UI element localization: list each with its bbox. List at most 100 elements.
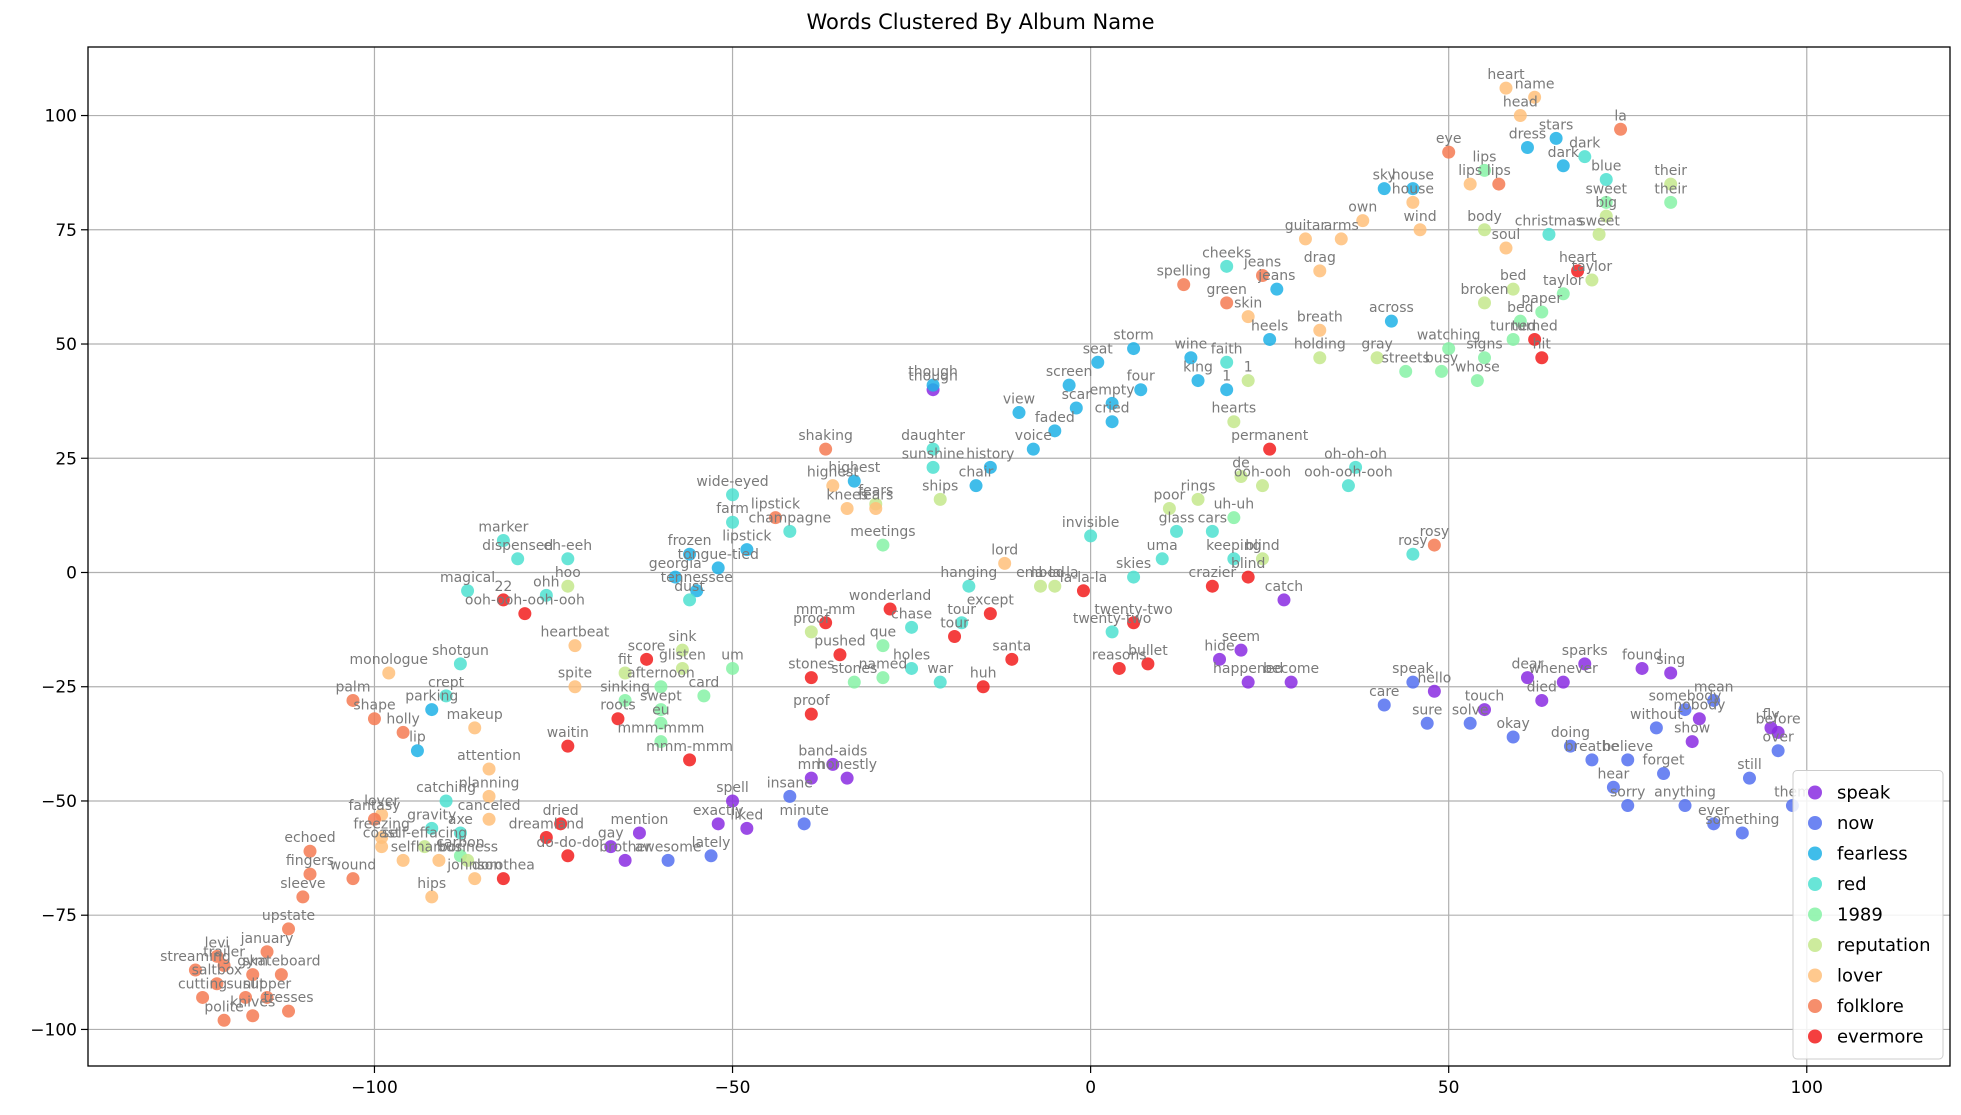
point-label: cars	[1198, 510, 1227, 526]
data-point	[1205, 524, 1219, 538]
data-point	[1685, 735, 1699, 749]
data-point	[711, 817, 725, 831]
legend-label: 1989	[1837, 905, 1883, 926]
data-point	[1234, 470, 1248, 484]
point-label: war	[927, 661, 953, 677]
point-label: wonderland	[849, 588, 931, 604]
point-label: card	[689, 675, 720, 691]
point-label: daughter	[901, 428, 965, 444]
data-point	[1764, 721, 1778, 735]
point-label: sparks	[1562, 643, 1608, 659]
data-point	[1191, 374, 1205, 388]
data-point	[561, 739, 575, 753]
data-point	[1520, 141, 1534, 155]
data-point	[819, 442, 833, 456]
point-label: blind	[1245, 538, 1279, 554]
point-label: meetings	[850, 524, 915, 540]
point-label: sorry	[1610, 785, 1645, 801]
data-point	[1742, 771, 1756, 785]
point-label: watching	[1417, 328, 1481, 344]
legend-label: evermore	[1837, 1027, 1924, 1048]
point-label: heels	[1251, 318, 1288, 334]
point-label: catch	[1265, 579, 1303, 595]
data-point	[303, 844, 317, 858]
data-point	[188, 963, 202, 977]
data-point	[1255, 479, 1269, 493]
point-label: 22	[494, 579, 512, 595]
data-point	[618, 853, 632, 867]
data-point	[1478, 703, 1491, 717]
ticks-layer: −100 −50 0 50 100 100 75 50 25 0 −25 −50 −75 −100	[30, 107, 1823, 1098]
point-label: view	[1003, 392, 1035, 408]
point-label: knees	[826, 488, 868, 504]
point-label: mm	[798, 757, 825, 773]
data-point	[683, 753, 697, 767]
point-label: bed	[1500, 268, 1526, 284]
y-tick-label: −100	[30, 1020, 77, 1040]
data-point	[1220, 296, 1234, 310]
point-label: marker	[478, 520, 528, 536]
data-point	[396, 853, 410, 867]
data-point	[826, 757, 840, 771]
point-label: voice	[1015, 428, 1052, 444]
point-label: um	[721, 647, 744, 663]
point-label: sink	[668, 629, 697, 645]
data-point	[410, 744, 424, 758]
point-label: tresses	[263, 990, 313, 1006]
data-point	[804, 707, 818, 721]
point-label: body	[1467, 209, 1502, 225]
point-label: before	[1756, 711, 1801, 727]
x-tick-label: −50	[715, 1078, 751, 1098]
data-point	[1313, 323, 1327, 337]
data-point	[604, 840, 618, 854]
data-point	[210, 977, 224, 991]
data-point	[1105, 415, 1119, 429]
data-point	[468, 872, 482, 886]
point-label: holly	[386, 711, 420, 727]
data-point	[726, 794, 740, 808]
point-label: champagne	[749, 510, 832, 526]
point-label: forget	[1643, 753, 1686, 769]
point-label: fears	[858, 488, 893, 504]
point-label: uma	[1147, 538, 1178, 554]
point-label: waitin	[547, 725, 589, 741]
point-label: named	[859, 657, 908, 673]
data-point	[439, 689, 453, 703]
data-point	[511, 552, 525, 566]
point-label: dark	[1548, 145, 1580, 161]
data-point	[740, 821, 754, 835]
data-point	[1127, 616, 1141, 630]
legend-marker	[1808, 816, 1822, 830]
data-point	[876, 538, 890, 552]
point-label: heart	[1559, 250, 1597, 266]
point-label: exactly	[693, 803, 744, 819]
point-label: become	[1263, 661, 1319, 677]
point-label: without	[1630, 707, 1683, 723]
point-label: swept	[640, 689, 682, 705]
point-label: turned	[1490, 318, 1536, 334]
data-point	[840, 502, 854, 516]
point-label: upstate	[262, 908, 315, 924]
data-point	[246, 968, 260, 982]
point-label: stones	[788, 657, 834, 673]
data-point	[303, 867, 317, 881]
y-tick-label: −75	[41, 906, 77, 926]
legend-marker	[1808, 907, 1822, 922]
legend-marker	[1808, 785, 1822, 800]
point-label: king	[1183, 360, 1213, 376]
legend-label: folklore	[1837, 996, 1904, 1017]
point-label: their	[1654, 181, 1687, 197]
data-point	[1005, 652, 1019, 666]
point-label: hit	[1533, 337, 1552, 353]
data-point	[983, 607, 997, 621]
data-point	[1184, 351, 1198, 365]
point-label: mention	[610, 812, 668, 828]
data-point	[496, 872, 510, 886]
data-point	[926, 460, 940, 474]
data-point	[1220, 355, 1234, 369]
data-point	[840, 771, 854, 785]
data-point	[618, 666, 632, 680]
point-label: huh	[970, 666, 997, 682]
data-point	[1664, 177, 1678, 191]
point-label: oh-oh-oh	[1324, 446, 1387, 462]
